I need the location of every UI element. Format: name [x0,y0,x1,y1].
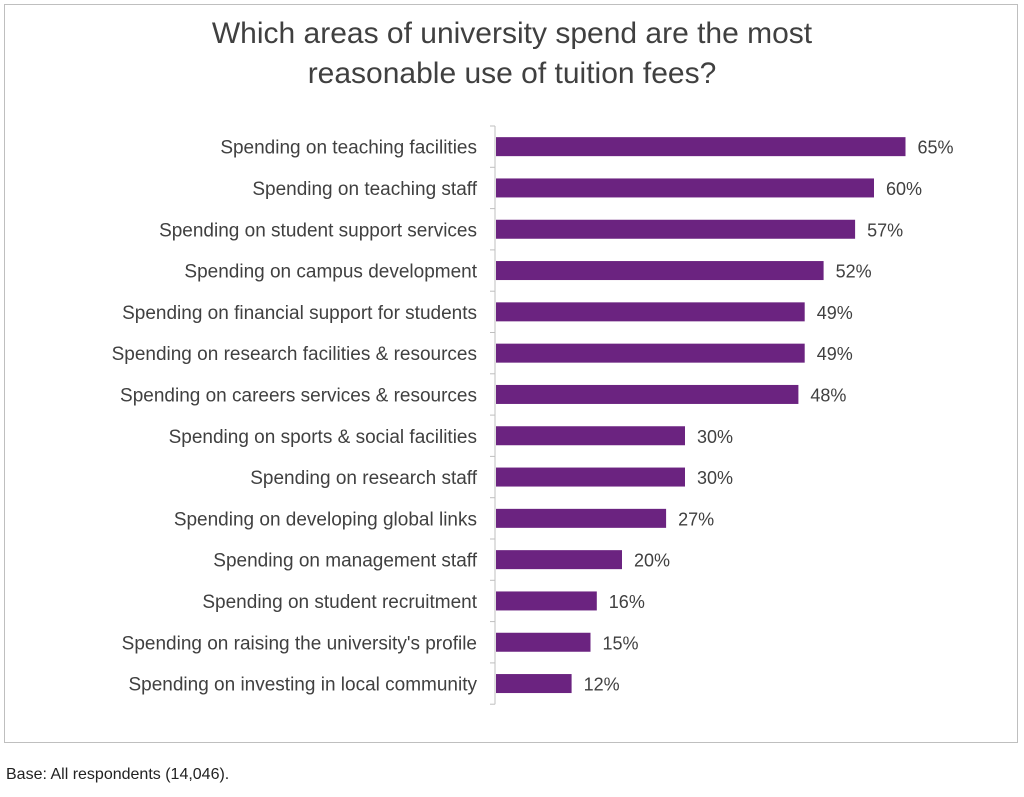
category-label: Spending on management staff [213,551,477,572]
chart-title-line-1: Which areas of university spend are the … [211,17,813,50]
category-label: Spending on developing global links [174,509,477,530]
category-label: Spending on financial support for studen… [122,303,477,324]
chart-title: Which areas of university spend are the … [0,14,1024,94]
data-label: 49% [817,303,853,323]
data-label: 60% [886,179,922,199]
bar [496,632,591,652]
category-label: Spending on raising the university's pro… [122,633,477,654]
data-label: 30% [697,427,733,447]
category-label: Spending on teaching staff [252,179,477,200]
bar [496,550,622,570]
category-label: Spending on teaching facilities [220,138,477,159]
bar [496,178,874,198]
data-label: 12% [584,675,620,695]
bar [496,467,685,487]
data-label: 57% [867,220,903,240]
chart-frame [4,4,1018,743]
bar [496,674,572,694]
category-label: Spending on campus development [184,262,477,283]
data-label: 15% [603,633,639,653]
bar [496,384,799,404]
bar [496,343,805,363]
category-label: Spending on research staff [250,468,477,489]
bar [496,261,824,281]
bar [496,591,597,611]
bar [496,302,805,322]
data-label: 16% [609,592,645,612]
data-label: 49% [817,344,853,364]
data-label: 52% [836,262,872,282]
data-label: 20% [634,551,670,571]
category-label: Spending on student recruitment [202,592,477,613]
bar [496,137,906,157]
data-label: 30% [697,468,733,488]
bar [496,426,685,446]
bar [496,219,856,239]
data-label: 65% [918,138,954,158]
data-label: 27% [678,509,714,529]
bar-chart: Spending on teaching facilities 65% Spendi… [112,125,954,705]
category-label: Spending on student support services [159,220,477,241]
chart-title-line-2: reasonable use of tuition fees? [307,57,717,90]
footnote: Base: All respondents (14,046). [6,766,230,783]
bar [496,508,667,528]
data-label: 48% [810,385,846,405]
category-label: Spending on sports & social facilities [169,427,477,448]
category-label: Spending on investing in local community [128,675,477,696]
category-label: Spending on careers services & resources [120,385,477,406]
category-label: Spending on research facilities & resour… [112,344,477,365]
